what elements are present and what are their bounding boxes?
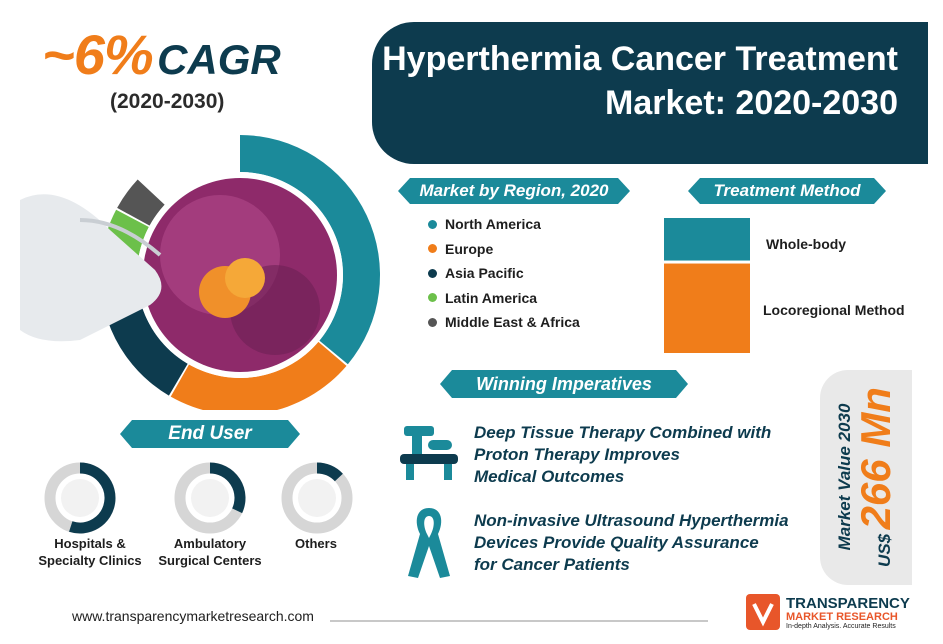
legend-item: Europe xyxy=(428,237,580,262)
awareness-ribbon-icon xyxy=(408,508,450,578)
tumor-cell-2 xyxy=(225,258,265,298)
ring-value-hospitals-specialty-clinics xyxy=(69,462,116,534)
legend-label: North America xyxy=(445,216,541,233)
legend-item: Middle East & Africa xyxy=(428,310,580,335)
region-legend: North America Europe Asia Pacific Latin … xyxy=(428,212,580,335)
end-user-rings xyxy=(44,462,353,534)
treatment-label-locoregional: Locoregional Method xyxy=(763,302,905,318)
imperatives-heading: Winning Imperatives xyxy=(440,370,688,398)
legend-item: Asia Pacific xyxy=(428,261,580,286)
legend-swatch xyxy=(428,244,437,254)
market-value: Market Value 2030 US$ 266 Mn xyxy=(835,387,899,567)
legend-swatch xyxy=(428,268,437,278)
end-user-heading: End User xyxy=(120,420,300,448)
cagr-years: (2020-2030) xyxy=(110,90,225,113)
logo-icon xyxy=(746,594,780,630)
title-line-1: Hyperthermia Cancer Treatment xyxy=(382,40,898,78)
region-heading: Market by Region, 2020 xyxy=(398,178,630,204)
footer-url[interactable]: www.transparencymarketresearch.com xyxy=(72,608,314,624)
end-user-label-others: Others xyxy=(278,536,354,553)
end-user-label-line: Hospitals & xyxy=(54,536,126,551)
end-user-label-line: Ambulatory xyxy=(173,536,247,551)
logo-line-2: MARKET RESEARCH xyxy=(786,610,898,623)
end-user-label-ambulatory: Ambulatory Surgical Centers xyxy=(152,536,268,570)
legend-swatch xyxy=(428,293,437,303)
imperative-line: Proton Therapy Improves xyxy=(474,445,680,465)
page-title: Hyperthermia Cancer Treatment Market: 20… xyxy=(368,38,898,125)
end-user-label-hospitals: Hospitals & Specialty Clinics xyxy=(30,536,150,570)
logo: TRANSPARENCY MARKET RESEARCH In-depth An… xyxy=(786,596,910,631)
cagr-value: ~6% xyxy=(42,23,154,86)
logo-line-1: TRANSPARENCY xyxy=(786,595,910,612)
donut-slice-europe xyxy=(170,341,347,410)
market-value-box xyxy=(820,370,912,585)
ring-center xyxy=(298,479,336,517)
treatment-bar-whole-body xyxy=(664,218,750,261)
donut-slice-middle-east-africa xyxy=(117,179,165,226)
ring-value-others xyxy=(316,462,343,482)
end-user-label-line: Others xyxy=(295,536,337,551)
market-value-currency: US$ xyxy=(875,533,894,567)
market-value-amount: 266 Mn xyxy=(852,387,899,530)
treatment-bar-locoregional-method xyxy=(664,263,750,353)
imperative-line: Medical Outcomes xyxy=(474,467,625,487)
legend-item: North America xyxy=(428,212,580,237)
legend-label: Middle East & Africa xyxy=(445,314,580,331)
footer-divider xyxy=(330,620,708,622)
logo-tagline: In-depth Analysis. Accurate Results xyxy=(786,623,896,631)
imperative-line: Devices Provide Quality Assurance xyxy=(474,533,759,553)
imperative-line: Deep Tissue Therapy Combined with xyxy=(474,423,772,442)
legend-swatch xyxy=(428,219,437,229)
end-user-charts xyxy=(44,462,353,534)
cagr-label: CAGR xyxy=(157,36,281,83)
ring-value-ambulatory-surgical-centers xyxy=(209,462,246,514)
legend-label: Asia Pacific xyxy=(445,265,524,282)
ring-center xyxy=(191,479,229,517)
treatment-heading: Treatment Method xyxy=(688,178,886,204)
legend-item: Latin America xyxy=(428,286,580,311)
glove-fold xyxy=(79,218,162,257)
imperative-text-2: Non-invasive Ultrasound Hyperthermia Dev… xyxy=(474,510,789,576)
legend-label: Europe xyxy=(445,240,494,257)
treatment-label-whole-body: Whole-body xyxy=(766,236,847,252)
treatment-bars xyxy=(664,218,750,353)
end-user-label-line: Specialty Clinics xyxy=(38,552,142,568)
ring-center xyxy=(61,479,99,517)
donut-slice-north-america xyxy=(240,135,381,365)
region-donut-chart xyxy=(20,135,381,410)
title-banner: Hyperthermia Cancer Treatment Market: 20… xyxy=(372,22,928,164)
title-line-2: Market: 2020-2030 xyxy=(605,83,898,122)
imperative-text-1: Deep Tissue Therapy Combined with Proton… xyxy=(474,422,771,488)
imperative-line: Non-invasive Ultrasound Hyperthermia xyxy=(474,511,789,530)
legend-label: Latin America xyxy=(445,289,538,306)
medical-scanner-icon xyxy=(400,426,458,480)
end-user-label-line: Surgical Centers xyxy=(158,552,262,568)
legend-swatch xyxy=(428,317,437,327)
imperative-line: for Cancer Patients xyxy=(474,555,630,575)
cagr-headline: ~6% CAGR xyxy=(42,22,281,87)
treatment-bar-chart xyxy=(664,218,750,353)
gloved-hand xyxy=(20,194,162,342)
